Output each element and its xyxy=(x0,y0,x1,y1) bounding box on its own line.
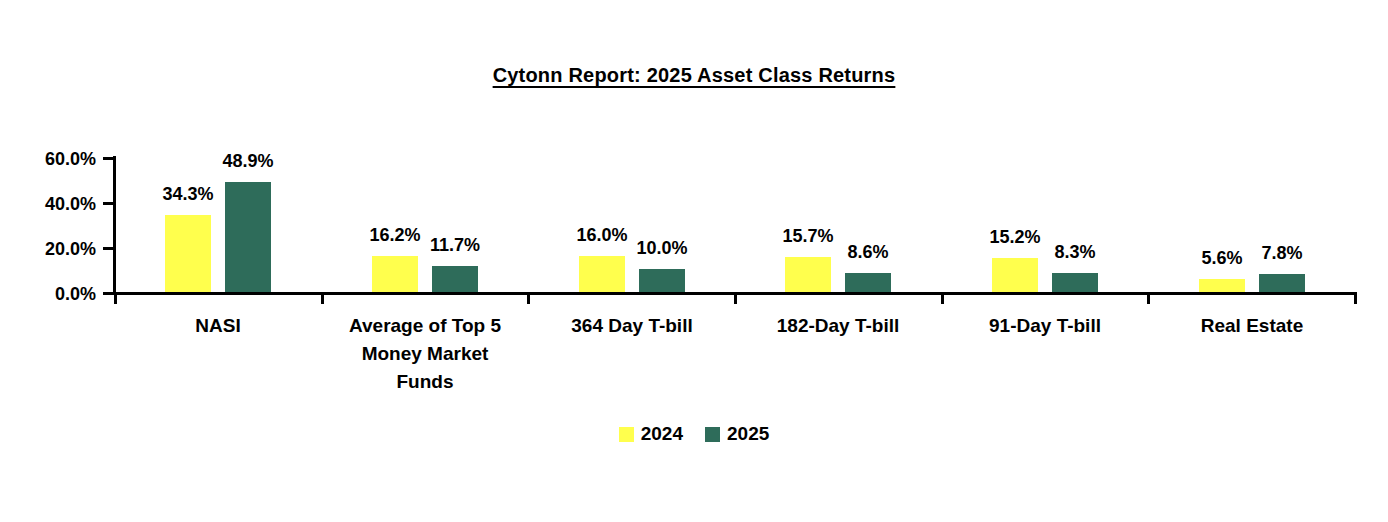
bar-2024-2 xyxy=(579,256,625,292)
category-label-2: 364 Day T-bill xyxy=(540,312,724,340)
y-axis-tick xyxy=(103,202,115,205)
category-label-4: 91-Day T-bill xyxy=(953,312,1137,340)
y-axis-tick-label: 0.0% xyxy=(0,283,96,305)
x-axis-boundary-tick xyxy=(527,295,530,304)
x-axis-boundary-tick xyxy=(321,295,324,304)
bar-2025-3 xyxy=(845,273,891,292)
value-label-2025-3: 8.6% xyxy=(823,241,913,263)
bar-2024-4 xyxy=(992,258,1038,292)
category-label-5: Real Estate xyxy=(1160,312,1344,340)
category-label-3: 182-Day T-bill xyxy=(746,312,930,340)
value-label-2025-2: 10.0% xyxy=(617,237,707,259)
x-axis-boundary-tick xyxy=(114,295,117,304)
bar-2024-0 xyxy=(165,215,211,292)
value-label-2025-5: 7.8% xyxy=(1237,242,1327,264)
y-axis-tick xyxy=(103,157,115,160)
bar-2024-5 xyxy=(1199,279,1245,292)
category-label-1: Average of Top 5 Money Market Funds xyxy=(333,312,517,396)
y-axis-tick xyxy=(103,247,115,250)
legend-swatch-2024 xyxy=(619,427,634,442)
chart-legend: 2024 2025 xyxy=(0,423,1388,445)
x-axis-boundary-tick xyxy=(1147,295,1150,304)
value-label-2025-4: 8.3% xyxy=(1030,241,1120,263)
legend-item-2025: 2025 xyxy=(705,423,769,445)
legend-label-2024: 2024 xyxy=(641,423,683,445)
bar-2025-2 xyxy=(639,269,685,292)
category-label-0: NASI xyxy=(126,312,310,340)
value-label-2025-1: 11.7% xyxy=(410,234,500,256)
x-axis-boundary-tick xyxy=(1354,295,1357,304)
legend-swatch-2025 xyxy=(705,427,720,442)
y-axis-line xyxy=(113,156,116,295)
bar-2025-1 xyxy=(432,266,478,292)
y-axis-tick-label: 20.0% xyxy=(0,238,96,260)
y-axis-tick-label: 40.0% xyxy=(0,193,96,215)
legend-item-2024: 2024 xyxy=(619,423,683,445)
x-axis-boundary-tick xyxy=(734,295,737,304)
legend-label-2025: 2025 xyxy=(727,423,769,445)
x-axis-boundary-tick xyxy=(941,295,944,304)
chart-canvas: Cytonn Report: 2025 Asset Class Returns … xyxy=(0,0,1388,522)
bar-2024-1 xyxy=(372,256,418,292)
bar-2025-4 xyxy=(1052,273,1098,292)
y-axis-tick-label: 60.0% xyxy=(0,148,96,170)
bar-2025-0 xyxy=(225,182,271,292)
bar-2025-5 xyxy=(1259,274,1305,292)
value-label-2024-0: 34.3% xyxy=(143,183,233,205)
value-label-2025-0: 48.9% xyxy=(203,150,293,172)
